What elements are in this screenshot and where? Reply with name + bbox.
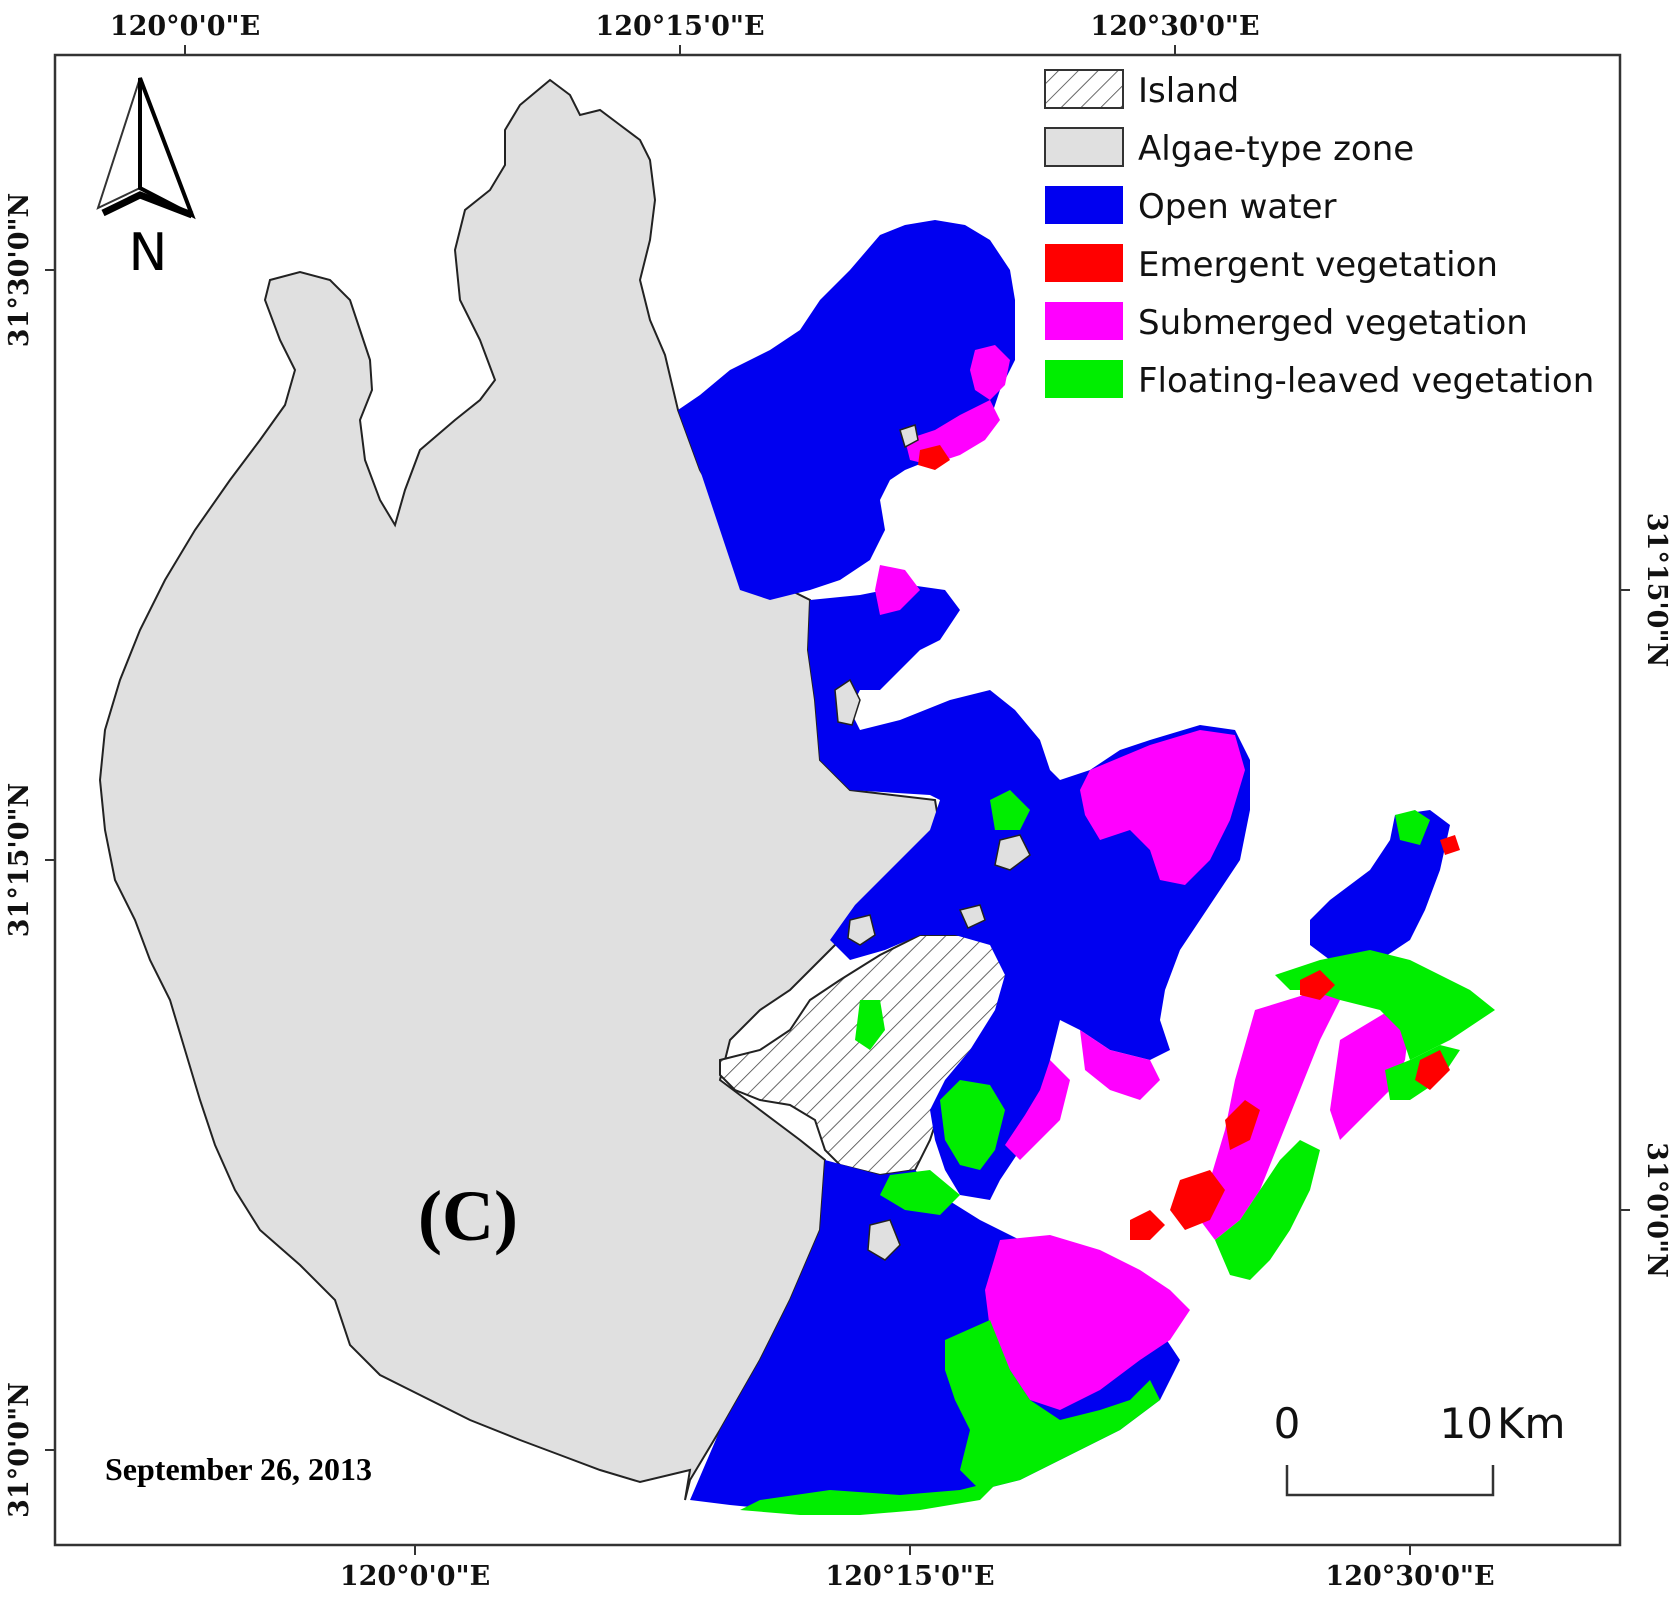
bottom-lon-label: 120°30'0"E — [1325, 1561, 1494, 1592]
top-lon-label: 120°15'0"E — [595, 11, 764, 42]
legend-label: Island — [1138, 71, 1239, 111]
legend-item-island: Island — [1044, 69, 1239, 111]
map-body — [98, 78, 1495, 1515]
north-arrow-icon: N — [96, 77, 196, 283]
scale-end-label: 10 — [1440, 1399, 1493, 1448]
top-lon-label: 120°0'0"E — [110, 11, 260, 42]
legend-item-floating: Floating-leaved vegetation — [1045, 360, 1594, 401]
legend-label: Floating-leaved vegetation — [1138, 361, 1594, 401]
left-lat-label: 31°15'0"N — [4, 783, 35, 937]
right-lat-label: 31°15'0"N — [1641, 513, 1672, 667]
legend-item-open-water: Open water — [1045, 186, 1337, 227]
legend-label: Algae-type zone — [1138, 129, 1414, 169]
scale-unit-label: Km — [1497, 1399, 1565, 1448]
legend-label: Submerged vegetation — [1138, 303, 1528, 343]
top-lon-label: 120°30'0"E — [1090, 11, 1259, 42]
panel-label: (C) — [418, 1176, 518, 1256]
bottom-lon-label: 120°15'0"E — [825, 1561, 994, 1592]
date-label: September 26, 2013 — [105, 1451, 372, 1487]
submerged-vegetation — [875, 345, 1410, 1410]
left-lat-label: 31°0'0"N — [4, 1382, 35, 1518]
north-label: N — [129, 223, 168, 283]
axis-labels-top: 120°0'0"E 120°15'0"E 120°30'0"E — [110, 11, 1260, 42]
scale-bar: 0 10 Km — [1274, 1399, 1565, 1497]
right-lat-label: 31°0'0"N — [1641, 1142, 1672, 1278]
legend-label: Emergent vegetation — [1138, 245, 1498, 285]
open-water-zone — [678, 220, 1450, 1510]
axis-labels-bottom: 120°0'0"E 120°15'0"E 120°30'0"E — [340, 1561, 1495, 1592]
left-lat-label: 31°30'0"N — [4, 193, 35, 347]
tick-marks — [45, 45, 1630, 1555]
axis-labels-left: 31°30'0"N 31°15'0"N 31°0'0"N — [4, 193, 35, 1518]
axis-labels-right: 31°15'0"N 31°0'0"N — [1641, 513, 1672, 1278]
legend-item-algae: Algae-type zone — [1044, 127, 1414, 169]
bottom-lon-label: 120°0'0"E — [340, 1561, 490, 1592]
emergent-vegetation — [918, 445, 1460, 1240]
legend-item-emergent: Emergent vegetation — [1045, 244, 1498, 285]
legend-item-submerged: Submerged vegetation — [1045, 302, 1528, 343]
water-island-patches — [834, 424, 1031, 1261]
legend: Island Algae-type zone Open water Emerge… — [1044, 69, 1594, 401]
scale-start-label: 0 — [1274, 1399, 1301, 1448]
legend-label: Open water — [1138, 187, 1337, 227]
